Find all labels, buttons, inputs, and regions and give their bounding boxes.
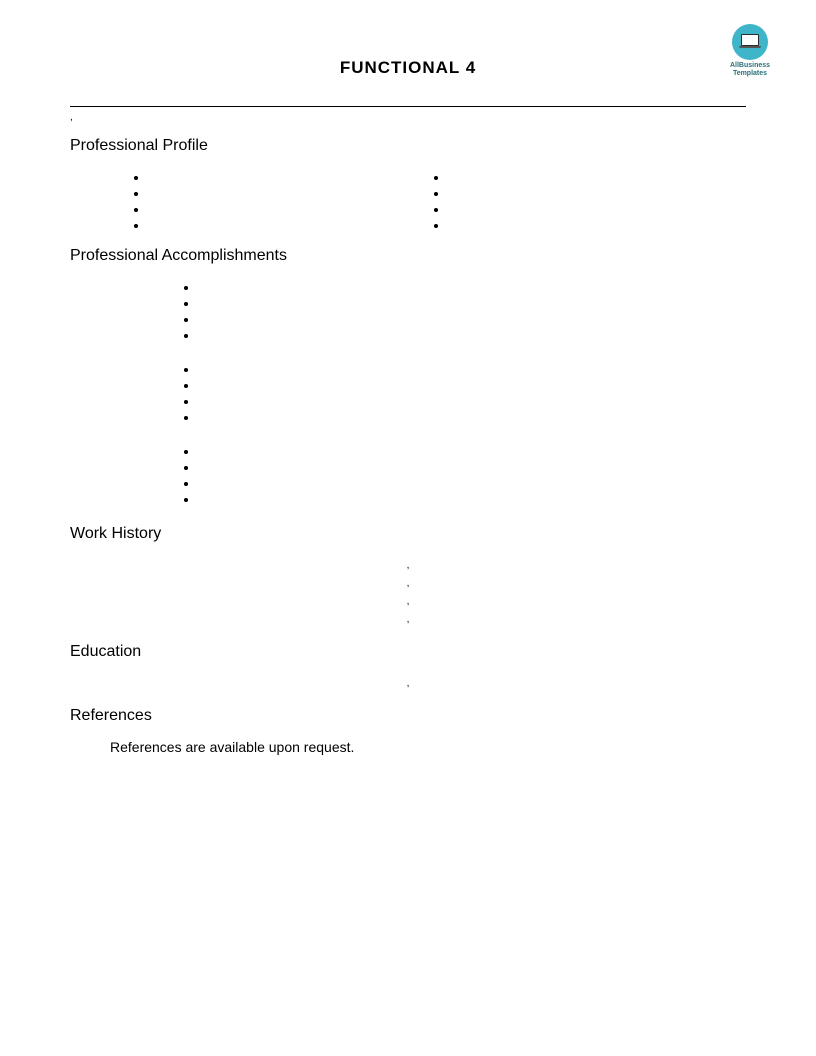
- list-item: [448, 185, 730, 201]
- list-item: [198, 295, 746, 311]
- list-item: [198, 409, 746, 425]
- list-item: [198, 327, 746, 343]
- accomplishments-group: [180, 279, 746, 343]
- laptop-icon: [739, 34, 761, 50]
- logo-text-line1: AllBusiness: [720, 62, 780, 70]
- work-line: ,: [70, 593, 746, 611]
- work-line: ,: [70, 575, 746, 593]
- education-line: ,: [70, 675, 746, 693]
- list-item: [148, 169, 430, 185]
- section-profile-heading: Professional Profile: [70, 137, 746, 155]
- list-item: [198, 361, 746, 377]
- section-education-heading: Education: [70, 643, 746, 661]
- list-item: [448, 217, 730, 233]
- work-history-lines: , , , ,: [70, 557, 746, 629]
- profile-col-right: [430, 169, 730, 233]
- accomplishments-group: [180, 443, 746, 507]
- list-item: [198, 311, 746, 327]
- work-line: ,: [70, 557, 746, 575]
- list-item: [198, 475, 746, 491]
- list-item: [198, 491, 746, 507]
- profile-columns: [130, 169, 746, 233]
- section-work-history-heading: Work History: [70, 525, 746, 543]
- horizontal-rule: [70, 106, 746, 107]
- work-line: ,: [70, 611, 746, 629]
- document-title: FUNCTIONAL 4: [70, 58, 746, 78]
- list-item: [148, 217, 430, 233]
- header-mark: ,: [70, 113, 746, 123]
- accomplishments-group: [180, 361, 746, 425]
- logo-circle: [732, 24, 768, 60]
- list-item: [448, 169, 730, 185]
- list-item: [198, 377, 746, 393]
- profile-col-left: [130, 169, 430, 233]
- list-item: [198, 393, 746, 409]
- section-accomplishments-heading: Professional Accomplishments: [70, 247, 746, 265]
- list-item: [198, 443, 746, 459]
- references-text: References are available upon request.: [110, 739, 746, 755]
- list-item: [448, 201, 730, 217]
- list-item: [198, 279, 746, 295]
- list-item: [198, 459, 746, 475]
- list-item: [148, 201, 430, 217]
- section-references-heading: References: [70, 707, 746, 725]
- logo-text-line2: Templates: [720, 70, 780, 78]
- list-item: [148, 185, 430, 201]
- brand-logo: AllBusiness Templates: [720, 24, 780, 78]
